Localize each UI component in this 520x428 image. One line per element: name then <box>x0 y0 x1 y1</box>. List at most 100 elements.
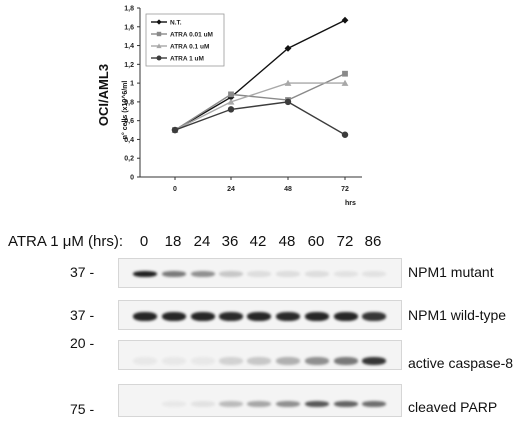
timepoint-label: 0 <box>139 233 149 250</box>
timepoint-label: 42 <box>249 233 267 250</box>
data-point <box>228 91 234 98</box>
timepoint-label: 36 <box>221 233 239 250</box>
protein-band <box>191 271 215 277</box>
y-axis-ticks: 0 0,2 0,4 0,6 0,8 1 1,2 1,4 1,6 1,8 <box>124 6 140 182</box>
legend-label: ATRA 0.1 uM <box>170 43 209 50</box>
data-point <box>341 16 349 24</box>
protein-band <box>276 312 300 321</box>
protein-label: cleaved PARP <box>408 399 498 415</box>
data-point <box>284 44 292 52</box>
protein-band <box>305 312 329 321</box>
data-point <box>341 79 349 86</box>
data-point <box>156 55 162 61</box>
data-point <box>342 70 348 77</box>
protein-band <box>219 312 243 321</box>
data-point <box>227 98 235 105</box>
protein-band <box>162 312 186 321</box>
x-tick-label: 0 <box>173 186 177 193</box>
western-blot: ATRA 1 μM (hrs): 0 18 24 36 42 48 60 72 86 37 - N… <box>0 228 520 428</box>
protein-band <box>334 271 358 277</box>
blot-panel <box>118 340 402 370</box>
protein-band <box>247 357 271 365</box>
cell-line-label: OCI/AML3 <box>96 64 111 126</box>
molecular-weight-marker: 37 - <box>70 307 95 323</box>
protein-band <box>133 401 157 407</box>
data-point <box>156 19 162 25</box>
x-tick-label: 24 <box>227 186 235 193</box>
y-tick-label: 0,2 <box>124 156 134 163</box>
blot-panel <box>118 300 402 330</box>
y-tick-label: 1,8 <box>124 6 134 13</box>
protein-band <box>334 357 358 365</box>
timepoint-label: 48 <box>278 233 296 250</box>
y-tick-label: 0,8 <box>124 99 134 106</box>
data-point <box>171 126 179 134</box>
x-axis-ticks: 0 24 48 72 <box>173 177 349 193</box>
data-point <box>284 98 292 106</box>
y-tick-label: 1 <box>130 81 134 88</box>
x-tick-label: 48 <box>284 186 292 193</box>
protein-band <box>162 357 186 365</box>
protein-label: NPM1 wild-type <box>408 307 507 323</box>
y-tick-label: 1,4 <box>124 43 134 50</box>
legend-label: ATRA 1 uM <box>170 55 204 62</box>
protein-band <box>247 312 271 321</box>
protein-band <box>334 401 358 407</box>
timepoint-label: 18 <box>164 233 182 250</box>
protein-band <box>362 401 386 407</box>
protein-band <box>362 271 386 277</box>
series-group <box>171 16 349 138</box>
protein-band <box>276 357 300 365</box>
data-point <box>156 43 162 49</box>
data-point <box>341 131 349 138</box>
y-tick-label: 0,4 <box>124 137 134 144</box>
series-line <box>174 101 346 136</box>
data-point <box>227 106 235 113</box>
protein-band <box>191 401 215 407</box>
protein-label: active caspase-8 <box>408 355 514 371</box>
protein-band <box>276 401 300 407</box>
timepoint-label: 72 <box>336 233 354 250</box>
protein-band <box>276 271 300 277</box>
protein-band <box>133 271 157 277</box>
protein-band <box>162 401 186 407</box>
protein-band <box>247 401 271 407</box>
x-axis-label: hrs <box>345 200 356 207</box>
protein-band <box>305 271 329 277</box>
protein-band <box>133 357 157 365</box>
protein-band <box>362 312 386 321</box>
x-tick-label: 72 <box>341 186 349 193</box>
series-line <box>174 82 345 131</box>
series-line <box>174 73 346 131</box>
protein-band <box>219 401 243 407</box>
legend: N.T. ATRA 0.01 uM ATRA 0.1 uM ATRA 1 uM <box>151 19 213 62</box>
blot-panel <box>118 258 402 288</box>
protein-band <box>305 357 329 365</box>
y-axis-label: n° cells (x10^6/ml <box>121 81 129 140</box>
protein-label: NPM1 mutant <box>408 264 494 280</box>
protein-band <box>133 312 157 321</box>
molecular-weight-marker: 75 - <box>70 401 95 417</box>
y-tick-label: 0 <box>130 175 134 182</box>
blot-panel <box>118 384 402 417</box>
timepoint-label: 60 <box>307 233 325 250</box>
timepoint-label: 86 <box>364 233 382 250</box>
protein-band <box>162 271 186 277</box>
treatment-label: ATRA 1 μM (hrs): <box>8 233 124 250</box>
protein-band <box>247 271 271 277</box>
protein-band <box>305 401 329 407</box>
protein-band <box>191 357 215 365</box>
y-tick-label: 1,6 <box>124 24 134 31</box>
timepoint-label: 24 <box>193 233 211 250</box>
protein-band <box>334 312 358 321</box>
y-tick-label: 1,2 <box>124 62 134 69</box>
growth-chart: 0 0,2 0,4 0,6 0,8 1 1,2 1,4 1,6 1,8 0 24 48 72 hrs n… <box>96 6 362 207</box>
protein-band <box>219 357 243 365</box>
series-line <box>174 19 346 131</box>
molecular-weight-marker: 37 - <box>70 264 95 280</box>
legend-label: N.T. <box>170 19 182 26</box>
data-point <box>156 31 162 37</box>
y-tick-label: 0,6 <box>124 118 134 125</box>
protein-band <box>219 271 243 277</box>
protein-band <box>191 312 215 321</box>
